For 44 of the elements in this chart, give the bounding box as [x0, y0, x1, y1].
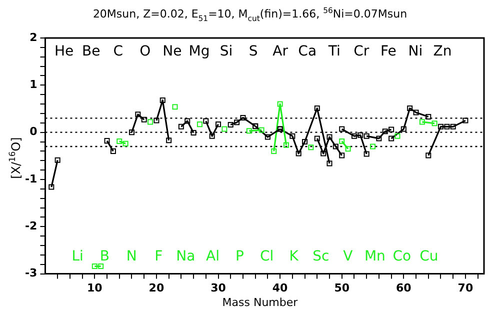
annotation: P — [236, 248, 244, 264]
x-tick-label: 10 — [87, 281, 103, 294]
annotation: B — [100, 248, 110, 264]
y-tick-label: -3 — [24, 266, 38, 280]
x-tick-label: 70 — [458, 281, 474, 294]
annotation: Cl — [260, 248, 274, 264]
annotation: F — [154, 248, 163, 264]
annotation: Ar — [272, 44, 288, 60]
annotation: Na — [176, 248, 196, 264]
annotation: O — [140, 44, 151, 60]
annotation: N — [126, 248, 137, 264]
annotation: Ca — [298, 44, 317, 60]
annotation: S — [248, 44, 258, 60]
annotation: Ni — [408, 44, 423, 60]
x-tick-label: 20 — [148, 281, 164, 294]
annotation: Cr — [354, 44, 370, 60]
annotation: Al — [206, 248, 220, 264]
y-tick-label: 1 — [30, 78, 38, 92]
annotation: He — [54, 44, 74, 60]
annotation: V — [343, 248, 354, 264]
annotation: Li — [72, 248, 84, 264]
chart-title: 20Msun, Z=0.02, E$_{51}$=10, M$_{cut}$(fin)=1.66, $^{56}$Ni=0.07Msun — [92, 6, 408, 23]
annotation: Ne — [162, 44, 182, 60]
annotation: Si — [220, 44, 233, 60]
x-axis-title: Mass Number — [221, 296, 299, 309]
annotation: K — [289, 248, 300, 264]
y-tick-label: -2 — [24, 220, 38, 232]
y-tick-label: -1 — [24, 172, 38, 186]
annotation: Co — [392, 248, 412, 264]
x-tick-label: 40 — [272, 281, 288, 294]
annotation: Zn — [433, 44, 452, 60]
x-tick-label: 60 — [396, 281, 412, 294]
annotation: Be — [82, 44, 100, 60]
x-tick-label: 30 — [210, 281, 226, 294]
annotation: C — [113, 44, 124, 60]
annotation: Mg — [188, 44, 210, 60]
y-tick-label: 2 — [30, 30, 38, 44]
annotation: Mn — [364, 248, 386, 264]
annotation: Cu — [420, 248, 438, 264]
annotation: Fe — [380, 44, 396, 60]
annotation: Ti — [327, 44, 340, 60]
y-tick-label: 0 — [30, 125, 38, 138]
annotation: Sc — [312, 248, 330, 264]
x-tick-label: 50 — [334, 281, 350, 294]
